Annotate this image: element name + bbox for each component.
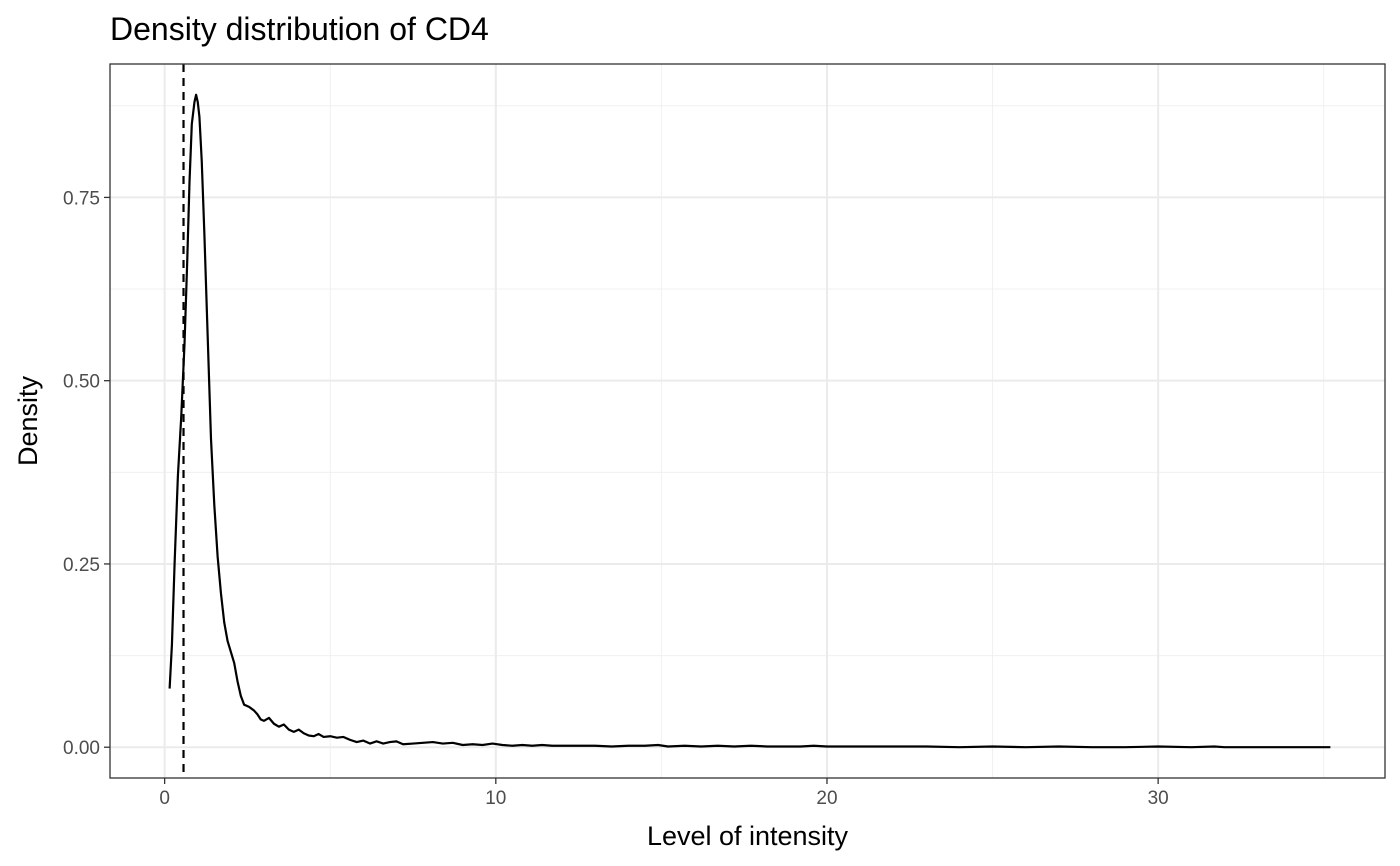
x-axis-title: Level of intensity (647, 821, 849, 851)
major-gridlines (110, 64, 1385, 778)
y-tick-label: 0.75 (63, 188, 100, 209)
y-tick-label: 0.50 (63, 372, 100, 393)
density-curve (168, 93, 1331, 749)
x-tick-label: 20 (816, 788, 837, 809)
y-tick-label: 0.25 (63, 555, 100, 576)
chart-title: Density distribution of CD4 (110, 11, 489, 47)
x-tick-label: 10 (485, 788, 506, 809)
series-layer (168, 93, 1331, 749)
y-axis-title: Density (13, 375, 43, 466)
y-tick-label: 0.00 (63, 738, 100, 759)
x-tick-label: 0 (159, 788, 170, 809)
x-tick-label: 30 (1148, 788, 1169, 809)
y-axis: 0.00 0.25 0.50 0.75 (63, 188, 110, 759)
minor-gridlines (110, 64, 1385, 778)
plot-border (109, 63, 1386, 779)
x-axis: 0 10 20 30 (159, 778, 1169, 809)
plot-panel (110, 64, 1385, 778)
